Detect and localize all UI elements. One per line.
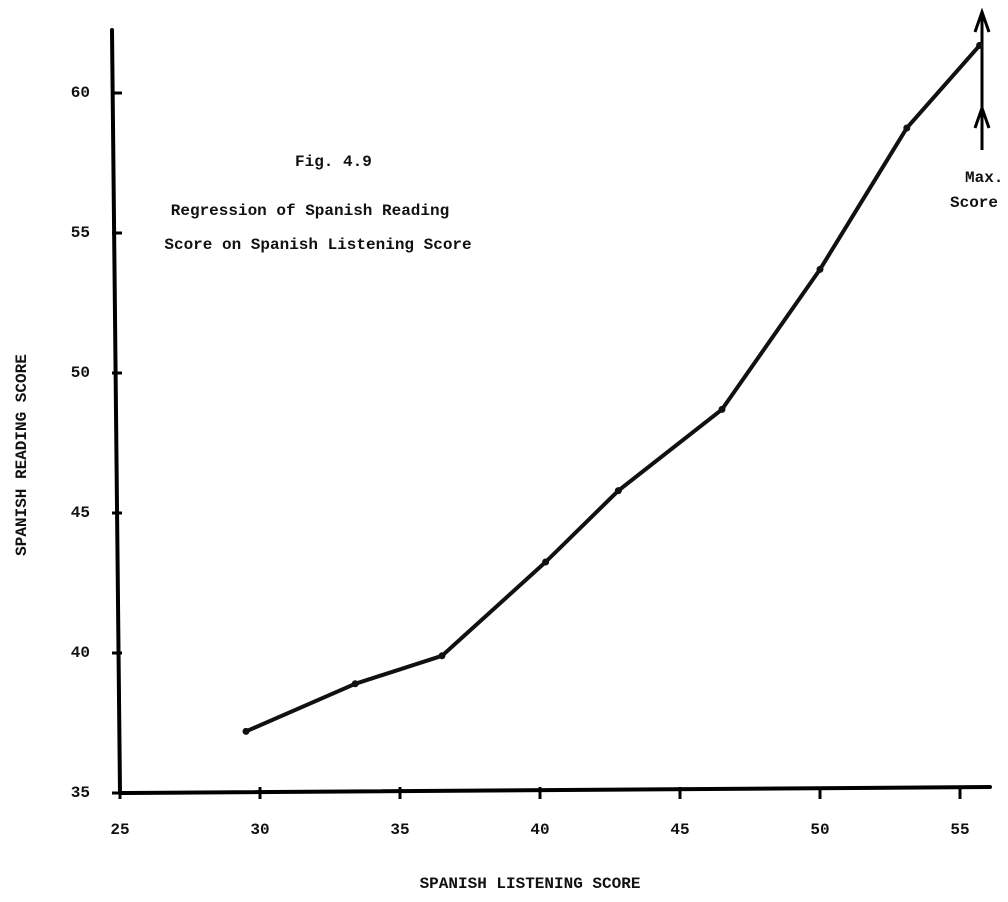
x-axis-label: SPANISH LISTENING SCORE bbox=[420, 875, 641, 893]
x-tick-label: 25 bbox=[110, 821, 129, 839]
point bbox=[816, 265, 824, 273]
point bbox=[903, 124, 911, 132]
x-tick-label: 40 bbox=[530, 821, 549, 839]
point bbox=[718, 405, 726, 413]
y-axis-label: SPANISH READING SCORE bbox=[13, 354, 31, 556]
point bbox=[242, 727, 250, 735]
arrow-heads bbox=[973, 7, 991, 129]
figure-title: Fig. 4.9 bbox=[295, 153, 372, 171]
point bbox=[976, 41, 984, 49]
point bbox=[614, 487, 622, 495]
point bbox=[351, 680, 359, 688]
annotation: Score bbox=[950, 194, 998, 212]
y-axis bbox=[110, 28, 122, 795]
line bbox=[245, 44, 982, 734]
y-tick-label: 60 bbox=[71, 84, 90, 102]
point bbox=[542, 558, 550, 566]
subtitle: Regression of Spanish Reading bbox=[171, 202, 449, 220]
annotation: Max. bbox=[965, 169, 1003, 187]
point bbox=[438, 652, 446, 660]
x-axis bbox=[118, 785, 992, 795]
x-tick-label: 30 bbox=[250, 821, 269, 839]
y-tick-label: 50 bbox=[71, 364, 90, 382]
y-tick-label: 55 bbox=[71, 224, 90, 242]
x-tick-label: 35 bbox=[390, 821, 409, 839]
x-tick-label: 50 bbox=[810, 821, 829, 839]
y-tick-label: 40 bbox=[71, 644, 90, 662]
y-tick-label: 45 bbox=[71, 504, 90, 522]
x-tick-label: 45 bbox=[670, 821, 689, 839]
y-tick-label: 35 bbox=[71, 784, 90, 802]
subtitle: Score on Spanish Listening Score bbox=[164, 236, 471, 254]
x-tick-label: 55 bbox=[950, 821, 969, 839]
